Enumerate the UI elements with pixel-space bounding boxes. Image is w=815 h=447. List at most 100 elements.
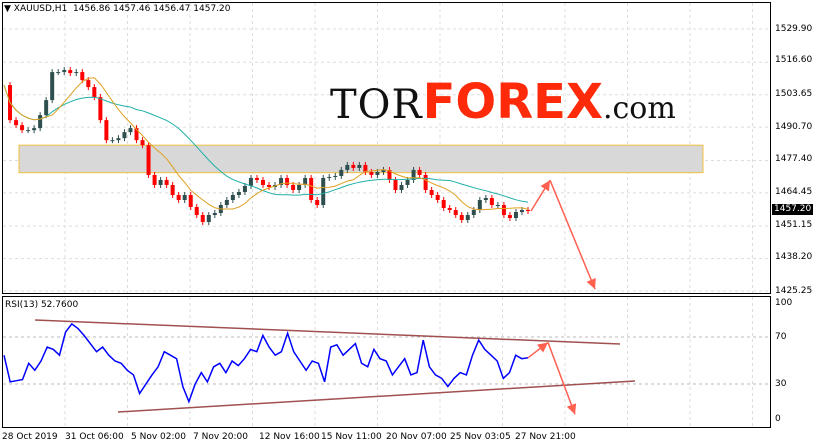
candle-body <box>495 205 500 207</box>
candle-body <box>393 179 398 190</box>
candle-body <box>146 145 151 175</box>
candle-body <box>212 213 217 216</box>
price-tick: 1477.40 <box>775 154 813 164</box>
candle-body <box>86 80 91 88</box>
time-tick: 15 Nov 11:00 <box>321 432 382 442</box>
price-tick: 1503.65 <box>775 89 813 99</box>
candle-body <box>128 128 133 133</box>
candle-body <box>321 177 326 206</box>
candle-body <box>411 169 416 180</box>
candle-body <box>351 164 356 168</box>
candle-body <box>369 171 374 175</box>
candle-body <box>327 176 332 178</box>
candle-body <box>242 185 247 192</box>
candle-body <box>200 215 205 223</box>
candle-body <box>387 169 392 180</box>
candle-body <box>501 205 506 216</box>
ohlc-values: 1456.86 1457.46 1456.47 1457.20 <box>73 4 231 14</box>
candle-body <box>459 215 464 221</box>
candle-body <box>507 215 512 219</box>
candle-body <box>447 208 452 211</box>
candle-body <box>477 199 482 211</box>
candle-body <box>303 177 308 185</box>
current-price-badge: 1457.20 <box>772 204 814 215</box>
candle-body <box>297 184 302 190</box>
rsi-trendline-lower <box>117 380 636 413</box>
time-tick: 12 Nov 16:00 <box>259 432 320 442</box>
rsi-line <box>3 322 529 404</box>
candle-body <box>519 210 524 213</box>
price-tick: 1438.20 <box>775 252 813 262</box>
chart-title[interactable]: ▼ XAUUSD,H1 1456.86 1457.46 1456.47 1457… <box>4 4 230 14</box>
candle-body <box>140 140 145 146</box>
candle-body <box>375 171 380 175</box>
rsi-tick: 70 <box>775 332 787 342</box>
price-tick: 1464.45 <box>775 187 813 197</box>
candle-body <box>285 177 290 185</box>
candle-body <box>309 177 314 200</box>
candle-body <box>399 184 404 190</box>
arrowhead-icon <box>537 342 548 353</box>
candle-body <box>315 199 320 206</box>
candle-body <box>104 120 109 141</box>
candle-body <box>98 97 103 121</box>
candle-body <box>206 215 211 223</box>
candle-body <box>152 174 157 185</box>
candle-body <box>236 191 241 195</box>
candle-body <box>483 197 488 200</box>
rsi-pane-border <box>2 296 771 428</box>
candle-body <box>176 194 181 200</box>
candle-body <box>441 199 446 209</box>
candle-body <box>224 199 229 206</box>
rsi-forecast-arrows <box>527 341 577 415</box>
candle-body <box>513 212 518 219</box>
candle-body <box>134 128 139 141</box>
time-tick: 5 Nov 02:00 <box>131 432 186 442</box>
candle-body <box>32 128 37 131</box>
candle-body <box>62 70 67 73</box>
dropdown-icon[interactable]: ▼ <box>4 4 14 14</box>
price-tick: 1516.60 <box>775 55 813 65</box>
time-tick: 27 Nov 21:00 <box>515 432 576 442</box>
candle-body <box>170 184 175 195</box>
arrow-line <box>549 179 596 290</box>
candle-body <box>435 194 440 200</box>
rsi-tick: 30 <box>775 379 787 389</box>
candle-body <box>38 115 43 129</box>
arrowhead-icon <box>586 277 596 290</box>
price-tick: 1425.25 <box>775 286 813 296</box>
arrowhead-icon <box>566 403 577 415</box>
candle-body <box>279 177 284 185</box>
candle-body <box>248 177 253 186</box>
rsi-tick: 0 <box>775 414 781 424</box>
candle-body <box>526 210 530 212</box>
time-tick: 25 Nov 03:05 <box>450 432 511 442</box>
price-tick: 1451.15 <box>775 220 813 230</box>
candle-body <box>158 179 163 185</box>
time-tick: 7 Nov 20:00 <box>193 432 248 442</box>
candle-body <box>417 169 422 175</box>
candle-body <box>182 194 187 200</box>
rsi-trendline-upper <box>34 319 621 345</box>
time-tick: 20 Nov 07:00 <box>386 432 447 442</box>
candle-body <box>254 177 259 180</box>
price-tick: 1529.90 <box>775 24 813 34</box>
candle-body <box>68 70 73 74</box>
candle-body <box>74 72 79 74</box>
candle-body <box>423 174 428 190</box>
rsi-tick: 100 <box>775 298 793 308</box>
moving-average-fast <box>3 77 529 211</box>
candle-body <box>188 194 193 208</box>
candle-body <box>44 100 49 116</box>
price-tick: 1490.70 <box>775 122 813 132</box>
candle-body <box>260 179 265 185</box>
rsi-title: RSI(13) 52.7600 <box>5 300 79 310</box>
candle-body <box>194 207 199 216</box>
candle-body <box>357 164 362 168</box>
candle-body <box>489 197 494 206</box>
candle-body <box>429 189 434 195</box>
arrowhead-icon <box>540 180 550 192</box>
candle-body <box>50 72 55 101</box>
candle-body <box>80 72 85 81</box>
